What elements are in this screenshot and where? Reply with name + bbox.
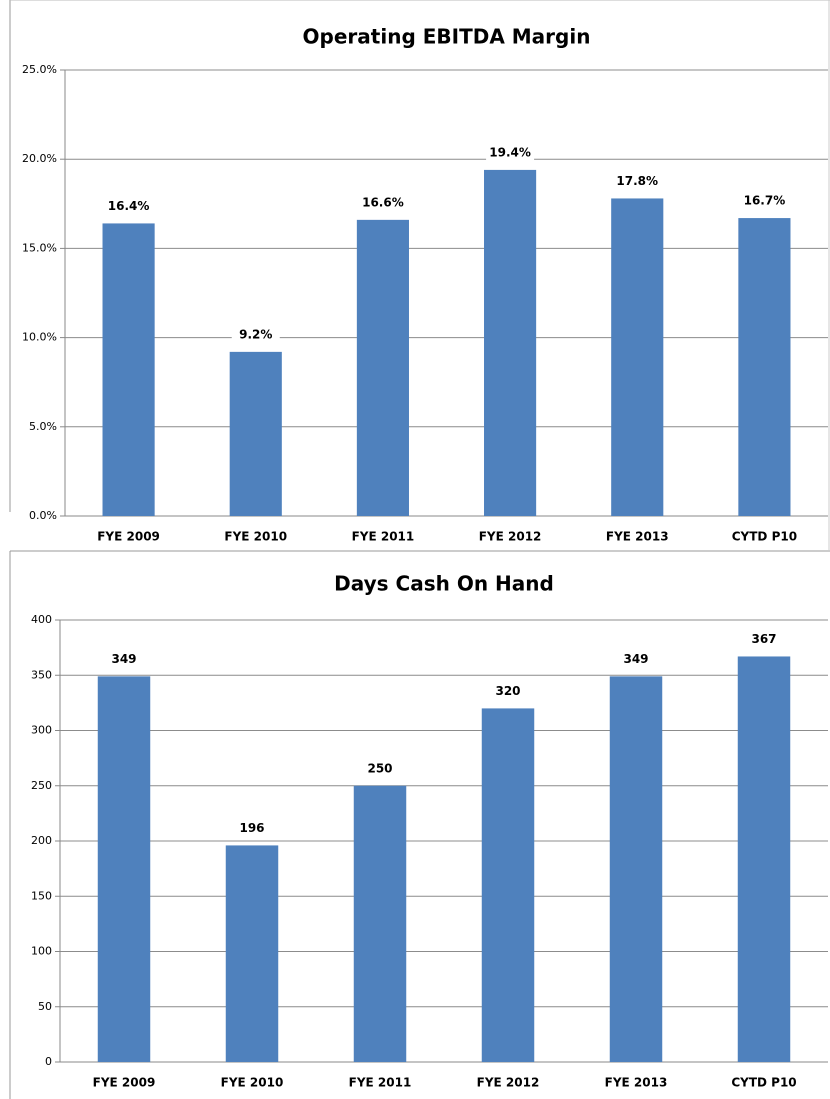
y-tick-label: 20.0% [22, 152, 57, 165]
value-label-bg [356, 760, 404, 777]
x-tick-label: FYE 2010 [221, 1076, 284, 1090]
bar [738, 218, 791, 516]
x-tick-label: FYE 2012 [477, 1076, 540, 1090]
y-tick-label: 250 [31, 779, 52, 792]
bar [229, 351, 282, 516]
x-tick-label: FYE 2012 [479, 530, 542, 544]
x-tick-label: FYE 2011 [352, 530, 415, 544]
chart-title: Operating EBITDA Margin [303, 25, 591, 49]
y-tick-label: 350 [31, 668, 52, 681]
value-label-bg [486, 144, 535, 161]
value-label: 16.4% [108, 199, 150, 213]
x-tick-label: FYE 2009 [93, 1076, 156, 1090]
y-tick-label: 400 [31, 613, 52, 626]
y-tick-label: 5.0% [29, 420, 57, 433]
bar [481, 708, 535, 1062]
value-label-bg [100, 651, 148, 668]
value-label: 196 [239, 821, 264, 835]
value-label-bg [228, 820, 276, 837]
y-tick-label: 200 [31, 834, 52, 847]
value-label: 320 [495, 684, 520, 698]
bar [225, 845, 279, 1062]
value-label: 367 [751, 632, 776, 646]
bar [102, 223, 155, 516]
y-tick-label: 10.0% [22, 331, 57, 344]
value-label-bg [612, 651, 660, 668]
x-tick-label: FYE 2010 [224, 530, 287, 544]
chart-title: Days Cash On Hand [334, 572, 554, 596]
x-tick-label: FYE 2009 [97, 530, 160, 544]
x-tick-label: CYTD P10 [732, 530, 797, 544]
bar [737, 656, 791, 1062]
value-label-bg [358, 194, 407, 211]
value-label: 349 [623, 652, 648, 666]
value-label: 17.8% [616, 174, 658, 188]
value-label-bg [613, 173, 662, 190]
bar [609, 676, 663, 1062]
value-label: 16.7% [744, 194, 786, 208]
value-label-bg [104, 198, 153, 215]
bar [611, 198, 664, 516]
x-tick-label: CYTD P10 [731, 1076, 796, 1090]
value-label-bg [484, 683, 532, 700]
bar [97, 676, 151, 1062]
value-label-bg [231, 326, 280, 343]
value-label: 16.6% [362, 195, 404, 209]
x-tick-label: FYE 2013 [605, 1076, 668, 1090]
x-tick-label: FYE 2013 [606, 530, 669, 544]
y-tick-label: 300 [31, 724, 52, 737]
value-label: 9.2% [239, 327, 272, 341]
y-tick-label: 25.0% [22, 63, 57, 76]
value-label-bg [740, 193, 789, 210]
y-tick-label: 0.0% [29, 509, 57, 522]
y-tick-label: 100 [31, 945, 52, 958]
value-label: 349 [111, 652, 136, 666]
y-tick-label: 0 [45, 1055, 52, 1068]
y-tick-label: 15.0% [22, 241, 57, 254]
bar [356, 219, 409, 516]
value-label: 19.4% [489, 145, 531, 159]
bar [353, 785, 407, 1062]
y-tick-label: 150 [31, 889, 52, 902]
bar [484, 169, 537, 517]
value-label-bg [740, 631, 788, 648]
value-label: 250 [367, 761, 392, 775]
x-tick-label: FYE 2011 [349, 1076, 412, 1090]
y-tick-label: 50 [38, 1000, 52, 1013]
